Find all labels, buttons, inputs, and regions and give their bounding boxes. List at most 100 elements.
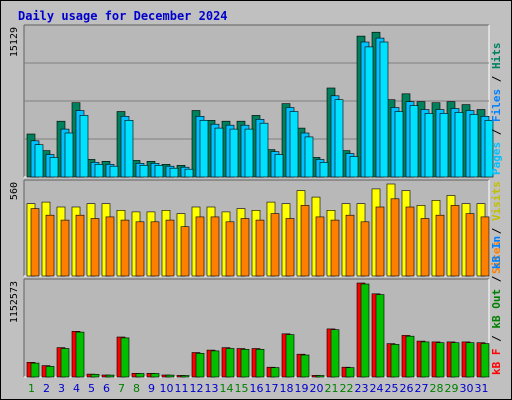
bar-sites-day-25 [390,198,400,277]
legend-entry-sep1: / [490,329,503,349]
bar-pages-day-2 [49,157,59,178]
bar-sites-day-23 [360,221,370,277]
legend-top: Pages / Files / Hits [490,43,503,176]
chart-title: Daily usage for December 2024 [18,9,228,23]
legend-entry-files: Files [490,89,503,122]
panel-bottom: 1152573 kB F / kB Out / kB In [9,236,503,378]
bar-kb-in-day-8 [135,373,145,378]
bar-sites-day-8 [135,221,145,277]
bar-pages-day-30 [469,114,479,178]
x-tick-day-7: 7 [118,382,125,395]
legend-entry-sep2: / [490,269,503,289]
bar-sites-day-24 [375,206,385,277]
x-tick-day-21: 21 [325,382,339,395]
bar-pages-day-10 [169,167,179,178]
bar-pages-day-1 [34,144,44,178]
x-tick-day-1: 1 [28,382,35,395]
bar-sites-day-4 [75,214,85,277]
bar-pages-day-28 [439,113,449,178]
bar-kb-in-day-28 [435,342,445,378]
bar-pages-day-23 [364,46,374,178]
bar-kb-in-day-7 [120,337,130,378]
x-tick-day-9: 9 [148,382,155,395]
bar-kb-in-day-24 [375,294,385,378]
x-tick-day-29: 29 [445,382,459,395]
bar-kb-in-day-15 [240,348,250,378]
bar-pages-day-5 [94,164,104,178]
bar-sites-day-10 [165,219,175,277]
x-tick-day-3: 3 [58,382,65,395]
x-tick-day-6: 6 [103,382,110,395]
bar-kb-in-day-30 [465,342,475,378]
bar-pages-day-11 [184,168,194,178]
bar-kb-in-day-6 [105,374,115,378]
bar-sites-day-14 [225,221,235,277]
bar-kb-in-day-13 [210,350,220,378]
bar-sites-day-20 [315,216,325,277]
bar-pages-day-22 [349,156,359,178]
bar-sites-day-30 [465,213,475,277]
bar-pages-day-12 [199,120,209,178]
legend-entry-kb_in: kB In [490,236,503,269]
legend-entry-sites: Sites [490,241,503,274]
x-tick-day-26: 26 [400,382,414,395]
legend-middle: Sites / Visits [490,181,503,274]
legend-entry-kb_out: kB Out [490,289,503,329]
x-tick-day-20: 20 [310,382,324,395]
bar-sites-day-1 [30,208,40,277]
bar-kb-in-day-12 [195,352,205,378]
x-tick-day-14: 14 [220,382,234,395]
bar-kb-in-day-20 [315,375,325,378]
x-tick-day-23: 23 [355,382,369,395]
x-tick-day-18: 18 [280,382,294,395]
bar-sites-day-3 [60,219,70,277]
legend-entry-kb_f: kB F [490,349,503,376]
bar-sites-day-2 [45,214,55,277]
bar-kb-in-day-10 [165,374,175,378]
bar-sites-day-26 [405,206,415,277]
bar-sites-day-16 [255,219,265,277]
bar-sites-day-6 [105,216,115,277]
bar-sites-day-29 [450,205,460,277]
bar-pages-day-29 [454,112,464,178]
bar-sites-day-15 [240,218,250,277]
bar-sites-day-27 [420,218,430,277]
bar-pages-day-3 [64,132,74,178]
bar-pages-day-19 [304,136,314,178]
bar-sites-day-28 [435,214,445,277]
bar-kb-in-day-11 [180,375,190,378]
legend-entry-visits: Visits [490,181,503,221]
bar-kb-in-day-3 [60,348,70,378]
x-tick-day-22: 22 [340,382,354,395]
x-tick-day-12: 12 [190,382,204,395]
legend-entry-sep2: / [490,69,503,89]
bar-pages-day-26 [409,105,419,178]
bar-pages-day-18 [289,111,299,178]
bar-pages-day-8 [139,165,149,178]
bar-kb-in-day-17 [270,367,280,378]
bar-kb-in-day-14 [225,348,235,378]
panel-middle: 560 Sites / Visits [9,179,503,277]
bar-kb-in-day-29 [450,342,460,378]
bar-kb-in-day-16 [255,348,265,378]
x-tick-day-8: 8 [133,382,140,395]
bar-kb-in-day-4 [75,331,85,378]
bar-pages-day-20 [319,162,329,178]
bar-pages-day-6 [109,165,119,178]
legend-entry-pages: Pages [490,142,503,175]
bar-kb-in-day-25 [390,344,400,378]
bar-sites-day-18 [285,218,295,277]
bar-kb-in-day-9 [150,373,160,378]
bar-pages-day-31 [484,120,494,178]
bar-kb-in-day-19 [300,354,310,378]
x-tick-day-30: 30 [460,382,474,395]
bar-kb-in-day-26 [405,335,415,378]
x-tick-day-17: 17 [265,382,279,395]
bar-pages-day-16 [259,122,269,178]
x-tick-day-27: 27 [415,382,429,395]
bar-sites-day-19 [300,205,310,277]
bar-pages-day-15 [244,128,254,178]
bar-pages-day-14 [229,128,239,178]
x-tick-day-4: 4 [73,382,80,395]
x-tick-day-15: 15 [235,382,249,395]
